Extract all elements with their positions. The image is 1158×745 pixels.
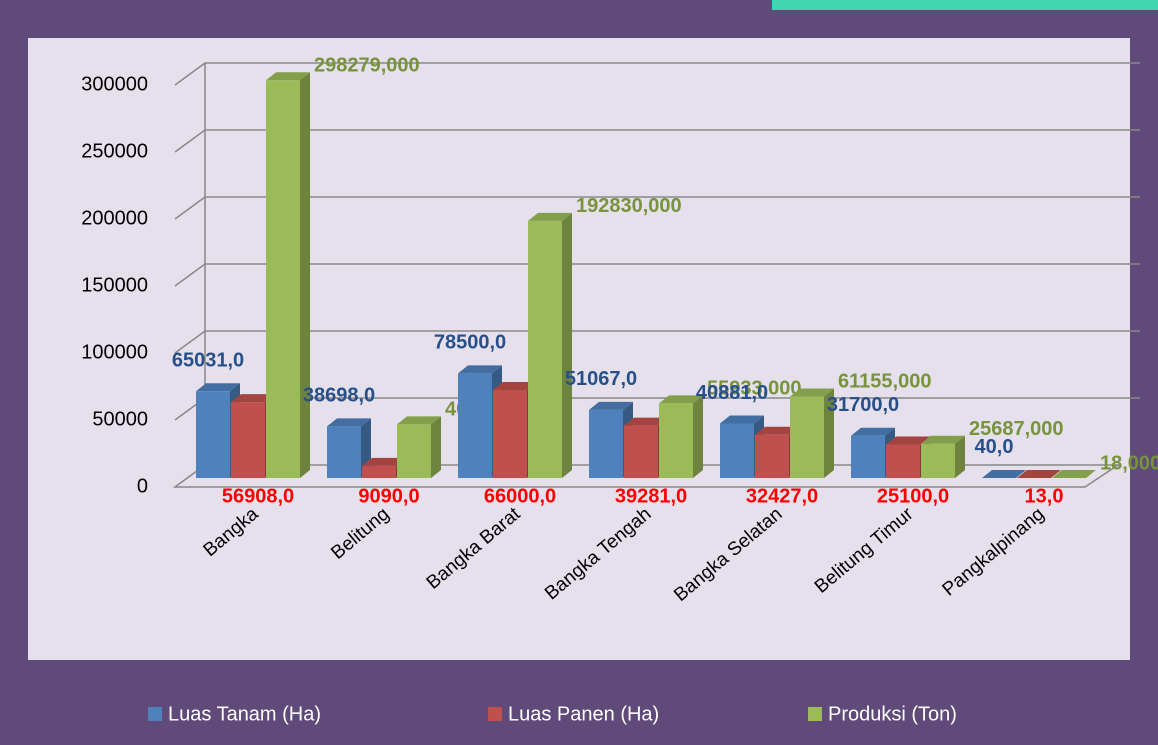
legend-label: Produksi (Ton) (828, 703, 957, 725)
bar-side (1086, 469, 1096, 478)
bar-top (362, 457, 406, 466)
data-label: 51067,0 (565, 368, 637, 390)
bar (886, 444, 920, 478)
bar-top (266, 72, 310, 81)
legend-label: Luas Panen (Ha) (508, 703, 659, 725)
bar-side (955, 435, 965, 478)
bar (266, 80, 300, 478)
bar-top (1017, 469, 1061, 478)
bar (528, 220, 562, 479)
data-label: 38698,0 (303, 385, 375, 407)
bar (327, 426, 361, 478)
data-label: 78500,0 (434, 332, 506, 354)
data-label: 32427,0 (746, 485, 818, 507)
bar (196, 391, 230, 478)
data-label: 192830,000 (576, 195, 682, 217)
bar-side (431, 416, 441, 478)
y-tick-label: 300000 (81, 73, 148, 95)
legend-label: Luas Tanam (Ha) (168, 703, 321, 725)
bar (231, 402, 265, 478)
bar (720, 423, 754, 478)
data-label: 25100,0 (877, 485, 949, 507)
y-tick-label: 200000 (81, 207, 148, 229)
bar-top (458, 365, 502, 374)
y-tick-label: 250000 (81, 140, 148, 162)
data-label: 18,000 (1100, 452, 1158, 474)
data-label: 25687,000 (969, 418, 1064, 440)
bar (589, 409, 623, 478)
bar (458, 373, 492, 478)
data-label: 65031,0 (172, 350, 244, 372)
data-label: 61155,000 (838, 371, 931, 393)
data-label: 39281,0 (615, 485, 687, 507)
bar-top (589, 401, 633, 410)
bar-top (886, 436, 930, 445)
grid-line (174, 196, 1140, 220)
y-tick-label: 0 (137, 475, 148, 497)
y-tick-label: 100000 (81, 341, 148, 363)
bar-side (1016, 469, 1026, 478)
bar-top (851, 427, 895, 436)
data-label: 66000,0 (484, 485, 556, 507)
grid-line (174, 129, 1140, 153)
bar-top (327, 418, 371, 427)
bar-top (528, 212, 572, 221)
data-label: 40,0 (975, 436, 1014, 458)
bar (790, 396, 824, 478)
bar-top (982, 469, 1026, 478)
plot-panel (28, 38, 1130, 660)
bar (755, 434, 789, 478)
bar (921, 443, 955, 478)
bar (624, 425, 658, 478)
bar (659, 403, 693, 478)
bar (493, 390, 527, 478)
bar-side (1051, 469, 1061, 478)
data-label: 55933,000 (707, 378, 802, 400)
legend-swatch (808, 707, 822, 721)
bar-top (921, 435, 965, 444)
bar (362, 465, 396, 478)
bar-side (693, 395, 703, 478)
bar-top (196, 383, 240, 392)
bar-top (755, 426, 799, 435)
data-label: 9090,0 (358, 485, 419, 507)
bar-top (790, 388, 834, 397)
grid-line (174, 330, 1140, 354)
legend-swatch (148, 707, 162, 721)
bar (397, 424, 431, 478)
data-label: 31700,0 (827, 394, 899, 416)
grid-line (174, 62, 1140, 86)
data-label: 40881,0 (696, 382, 768, 404)
bar-top (1052, 469, 1096, 478)
bar-top (624, 417, 668, 426)
bar-top (659, 395, 703, 404)
bar (851, 435, 885, 478)
legend-swatch (488, 707, 502, 721)
grid-line (174, 263, 1140, 287)
bar-side (562, 212, 572, 479)
bar-top (720, 415, 764, 424)
data-label: 56908,0 (222, 485, 294, 507)
bar-side (300, 72, 310, 478)
data-label: 298279,000 (314, 55, 420, 77)
bar-side (824, 388, 834, 478)
bar-top (231, 394, 275, 403)
y-tick-label: 150000 (81, 274, 148, 296)
accent-strip (772, 0, 1158, 10)
bar-top (397, 416, 441, 425)
data-label: 13,0 (1025, 485, 1064, 507)
y-tick-label: 50000 (92, 408, 148, 430)
bar-top (493, 382, 537, 390)
